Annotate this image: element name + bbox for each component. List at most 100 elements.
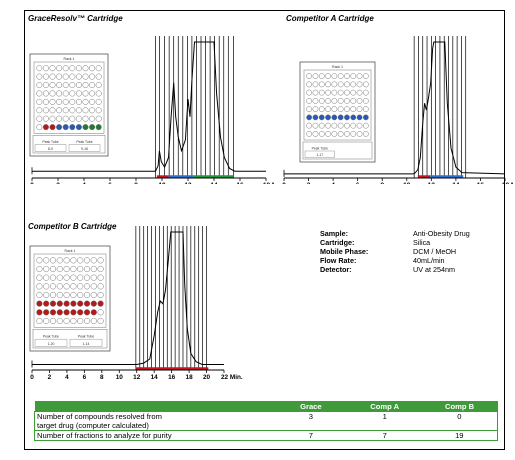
chart-grace: Rack 1 Peak Tube 8-9 Peak Tube 9-18 0 2 4 6 8 10 12… bbox=[29, 36, 274, 184]
x-tick-label: 4 bbox=[82, 182, 86, 184]
rack-tube bbox=[318, 106, 325, 113]
rack-tube bbox=[62, 65, 69, 72]
info-value: UV at 254nm bbox=[413, 265, 455, 274]
rack-tube bbox=[306, 89, 313, 96]
rack-tube bbox=[350, 97, 357, 104]
rack-tube bbox=[312, 73, 319, 80]
x-tick-label: 10 bbox=[158, 182, 166, 184]
table-cell: 0 bbox=[421, 411, 498, 431]
rack-tube bbox=[36, 98, 43, 105]
rack-tube bbox=[49, 73, 56, 80]
rack-tube bbox=[49, 107, 56, 114]
rack-tube bbox=[83, 283, 91, 290]
rack-tube bbox=[95, 90, 102, 97]
rack-tube bbox=[97, 265, 104, 273]
rack-tube bbox=[36, 107, 43, 114]
rack-tube bbox=[75, 115, 82, 122]
x-tick-label: 8 bbox=[100, 374, 104, 381]
rack-tube bbox=[90, 291, 97, 299]
x-tick-label: 12 bbox=[133, 374, 141, 381]
rack-tube bbox=[90, 309, 97, 316]
rack-tube bbox=[62, 82, 69, 89]
rack-tube bbox=[62, 98, 69, 105]
rack-tube bbox=[49, 265, 57, 273]
rack-tube bbox=[43, 257, 50, 264]
rack-tube bbox=[325, 130, 331, 137]
peak-tube-value: 1-20 bbox=[48, 342, 55, 346]
rack-tube bbox=[63, 309, 70, 316]
rack-tube bbox=[337, 122, 344, 129]
rack-tube bbox=[56, 90, 63, 97]
rack-tube bbox=[89, 124, 96, 131]
rack-tube bbox=[43, 317, 50, 325]
rack-tube bbox=[82, 90, 89, 97]
rack-tube bbox=[49, 82, 56, 89]
rack-tube bbox=[56, 73, 63, 80]
x-tick-label: 16 bbox=[477, 182, 485, 184]
rack-tube bbox=[337, 73, 344, 80]
rack-tube bbox=[318, 114, 325, 121]
rack-tube bbox=[49, 274, 57, 281]
rack-tube bbox=[70, 257, 77, 264]
rack-tube bbox=[362, 122, 369, 129]
rack-tube bbox=[43, 283, 50, 290]
rack-tube bbox=[90, 274, 97, 281]
rack-tube bbox=[49, 317, 57, 325]
rack-tube bbox=[89, 73, 96, 80]
rack-tube bbox=[75, 73, 82, 80]
x-tick-label: 18 Min. bbox=[263, 182, 274, 184]
rack-tube bbox=[350, 106, 357, 113]
rack-tube bbox=[62, 124, 69, 131]
rack-tube bbox=[63, 274, 70, 281]
rack-tube bbox=[75, 82, 82, 89]
x-tick-label: 10 bbox=[403, 182, 411, 184]
rack-tube bbox=[89, 107, 96, 114]
rack-tube bbox=[95, 82, 102, 89]
rack-tube bbox=[69, 115, 76, 122]
peak-tube-value: 9-18 bbox=[81, 147, 88, 151]
x-tick-label: 0 bbox=[282, 182, 286, 184]
rack-tube bbox=[97, 274, 104, 281]
rack-tube bbox=[337, 81, 344, 88]
table-cell: 19 bbox=[421, 430, 498, 441]
x-tick-label: 0 bbox=[30, 182, 34, 184]
peak-tube-value-box bbox=[304, 150, 335, 158]
table-row: Number of compounds resolved from target … bbox=[33, 411, 498, 431]
rack-tube bbox=[56, 65, 63, 72]
table-cell: 3 bbox=[273, 411, 348, 431]
info-key: Mobile Phase: bbox=[320, 247, 369, 256]
rack-tube bbox=[42, 90, 49, 97]
peak-tube-label: Peak Tube bbox=[42, 140, 58, 144]
rack-tube bbox=[325, 106, 331, 113]
x-tick-label: 18 bbox=[186, 374, 194, 381]
x-tick-label: 14 bbox=[452, 182, 460, 184]
rack-tube bbox=[90, 317, 97, 325]
rack-tube bbox=[318, 122, 325, 129]
table-header-blank bbox=[34, 401, 274, 412]
x-tick-label: 2 bbox=[307, 182, 311, 184]
rack-tube bbox=[318, 89, 325, 96]
x-tick-label: 8 bbox=[134, 182, 138, 184]
x-tick-label: 12 bbox=[184, 182, 192, 184]
rack-tube bbox=[42, 82, 49, 89]
rack-tube bbox=[306, 130, 313, 137]
rack-tube bbox=[89, 90, 96, 97]
rack-tube bbox=[83, 300, 91, 307]
rack-tube bbox=[70, 309, 77, 316]
rack-tube bbox=[337, 97, 344, 104]
peak-tube-value: 1-14 bbox=[83, 342, 90, 346]
label-line-1: Number of compounds resolved from bbox=[37, 412, 162, 421]
rack-tube bbox=[69, 82, 76, 89]
info-value: Anti-Obesity Drug bbox=[413, 229, 470, 238]
rack-tube bbox=[62, 90, 69, 97]
rack-tube bbox=[70, 291, 77, 299]
rack-tube bbox=[356, 81, 363, 88]
table-row: Number of fractions to analyze for purit… bbox=[33, 430, 498, 441]
rack-tube bbox=[43, 291, 50, 299]
rack-tube bbox=[95, 73, 102, 80]
rack-tube bbox=[43, 309, 50, 316]
rack-tube bbox=[356, 97, 363, 104]
rack-tube bbox=[97, 291, 104, 299]
rack-tube bbox=[325, 97, 331, 104]
chart-title-grace: GraceResolv™ Cartridge bbox=[28, 14, 123, 23]
